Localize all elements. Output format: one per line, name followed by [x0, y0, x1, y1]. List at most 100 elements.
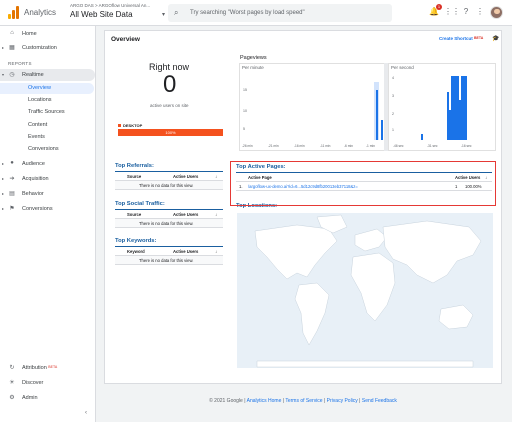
top-active-pages-table: Active Page Active Users ↓ 1. /argoflow-…: [236, 172, 492, 191]
north-america-shape: [254, 224, 338, 280]
bar: [463, 76, 465, 140]
chevron-down-icon[interactable]: ▾: [162, 12, 166, 18]
view-selector[interactable]: All Web Site Data: [70, 10, 133, 19]
sort-arrow-icon[interactable]: ↓: [215, 249, 218, 254]
analytics-logo-icon[interactable]: [8, 6, 20, 19]
sidebar-sub-conversions[interactable]: Conversions: [28, 146, 59, 152]
sidebar-item-conversions[interactable]: ▸ ⚑ Conversions: [0, 203, 95, 215]
sidebar-sub-content[interactable]: Content: [28, 122, 48, 128]
collapse-sidebar-icon[interactable]: ‹: [85, 410, 87, 416]
x-tick: -16 min: [294, 144, 305, 148]
bar: [453, 76, 455, 140]
app-title[interactable]: Analytics: [24, 8, 57, 17]
asia-shape: [382, 220, 482, 284]
help-icon[interactable]: ?: [463, 7, 469, 16]
sidebar-sub-overview[interactable]: Overview: [28, 85, 51, 91]
y-tick: 3: [392, 94, 394, 98]
bar: [461, 76, 463, 140]
x-tick: -1 min: [366, 144, 375, 148]
sidebar-item-home[interactable]: ⌂ Home: [0, 28, 95, 40]
account-path[interactable]: ARGO DAS > ARGOflow Universal An...: [70, 3, 151, 8]
col-active-users[interactable]: Active Users: [173, 249, 199, 254]
acquisition-icon: ➔: [9, 176, 15, 182]
x-tick: -46 sec: [393, 144, 404, 148]
top-locations-title[interactable]: Top Locations:: [236, 203, 278, 209]
sidebar-item-admin[interactable]: ⚙ Admin: [0, 392, 95, 404]
attribution-icon: ↻: [9, 365, 15, 371]
avatar[interactable]: [490, 6, 503, 19]
table-header: Keyword Active Users ↓: [115, 247, 223, 256]
sidebar-item-audience[interactable]: ▸ ● Audience: [0, 158, 95, 170]
top-active-pages-title[interactable]: Top Active Pages:: [236, 164, 286, 170]
bar: [459, 100, 461, 140]
learn-icon[interactable]: 🎓: [492, 36, 500, 42]
bar: [465, 76, 467, 140]
more-vert-icon[interactable]: ⋮: [476, 7, 484, 16]
y-tick: 5: [243, 127, 245, 131]
sidebar-sub-locations[interactable]: Locations: [28, 97, 52, 103]
table-row: There is no data for this view.: [115, 256, 223, 265]
row-active-users: 1: [455, 184, 458, 189]
per-minute-label: Per minute: [242, 65, 264, 70]
flag-icon: ⚑: [9, 206, 15, 212]
world-map[interactable]: [237, 213, 493, 368]
col-active-users[interactable]: Active Users: [173, 212, 199, 217]
chevron-right-icon: ▸: [2, 176, 5, 181]
sidebar-item-label: Behavior: [22, 191, 44, 197]
apps-grid-icon[interactable]: ⋮⋮: [444, 7, 460, 16]
send-feedback-link[interactable]: Send Feedback: [361, 398, 397, 404]
top-keywords-title[interactable]: Top Keywords:: [115, 238, 157, 244]
sidebar-item-attribution[interactable]: ↻ Attribution BETA: [0, 362, 95, 374]
analytics-home-link[interactable]: Analytics Home: [246, 398, 282, 404]
search-bar[interactable]: ⌕ Try searching "Worst pages by load spe…: [168, 4, 392, 22]
create-shortcut-label: Create Shortcut: [439, 36, 473, 41]
antarctica-shape: [256, 360, 474, 368]
device-bar[interactable]: 100%: [118, 129, 223, 136]
sidebar-sub-traffic-sources[interactable]: Traffic Sources: [28, 109, 65, 115]
search-placeholder[interactable]: Try searching "Worst pages by load speed…: [190, 10, 305, 16]
col-active-users[interactable]: Active Users: [173, 174, 199, 179]
col-source[interactable]: Source: [127, 174, 142, 179]
chevron-right-icon: ▸: [2, 161, 5, 166]
sort-arrow-icon[interactable]: ↓: [485, 175, 488, 180]
sidebar-item-discover[interactable]: ☀ Discover: [0, 377, 95, 389]
sidebar-sub-events[interactable]: Events: [28, 134, 45, 140]
greenland-shape: [316, 214, 348, 234]
sidebar-item-label: Acquisition: [22, 176, 49, 182]
chart-splitter[interactable]: [384, 63, 389, 151]
empty-message: There is no data for this view.: [139, 221, 194, 226]
privacy-link[interactable]: Privacy Policy: [326, 398, 358, 404]
create-shortcut-link[interactable]: Create Shortcut BETA: [439, 36, 483, 41]
top-referrals-title[interactable]: Top Referrals:: [115, 163, 154, 169]
y-tick: 2: [392, 112, 394, 116]
col-keyword[interactable]: Keyword: [127, 249, 145, 254]
search-icon: ⌕: [174, 8, 179, 17]
terms-link[interactable]: Terms of Service: [285, 398, 323, 404]
active-page-link[interactable]: /argoflow-ux-demo.ai?id=6...5d12c9d8fb20…: [248, 184, 358, 189]
top-social-title[interactable]: Top Social Traffic:: [115, 201, 165, 207]
page-title: Overview: [111, 36, 140, 43]
empty-message: There is no data for this view.: [139, 183, 194, 188]
col-active-users[interactable]: Active Users: [455, 175, 481, 180]
table-header: Source Active Users ↓: [115, 210, 223, 219]
sidebar-item-label: Discover: [22, 380, 44, 386]
sidebar-sub-active-bg: [0, 83, 94, 94]
top-bar: Analytics ARGO DAS > ARGOflow Universal …: [0, 0, 512, 26]
pageviews-title: Pageviews: [240, 55, 267, 61]
sidebar-item-customization[interactable]: ▸ ▦ Customization: [0, 42, 95, 54]
beta-badge: BETA: [474, 36, 484, 40]
sort-arrow-icon[interactable]: ↓: [215, 174, 218, 179]
table-row: 1. /argoflow-ux-demo.ai?id=6...5d12c9d8f…: [236, 182, 492, 191]
sidebar-item-acquisition[interactable]: ▸ ➔ Acquisition: [0, 173, 95, 185]
row-index: 1.: [239, 184, 243, 189]
notifications-icon[interactable]: 🔔 1: [429, 4, 442, 16]
sort-arrow-icon[interactable]: ↓: [215, 212, 218, 217]
sidebar-item-label: Customization: [22, 45, 57, 51]
col-source[interactable]: Source: [127, 212, 142, 217]
col-active-page[interactable]: Active Page: [248, 175, 272, 180]
table-row: There is no data for this view.: [115, 219, 223, 228]
sidebar-item-behavior[interactable]: ▸ ▤ Behavior: [0, 188, 95, 200]
notification-badge: 1: [436, 4, 442, 10]
sidebar-item-realtime[interactable]: ▾ ◷ Realtime: [0, 69, 95, 81]
top-referrals-table: Source Active Users ↓ There is no data f…: [115, 171, 223, 190]
